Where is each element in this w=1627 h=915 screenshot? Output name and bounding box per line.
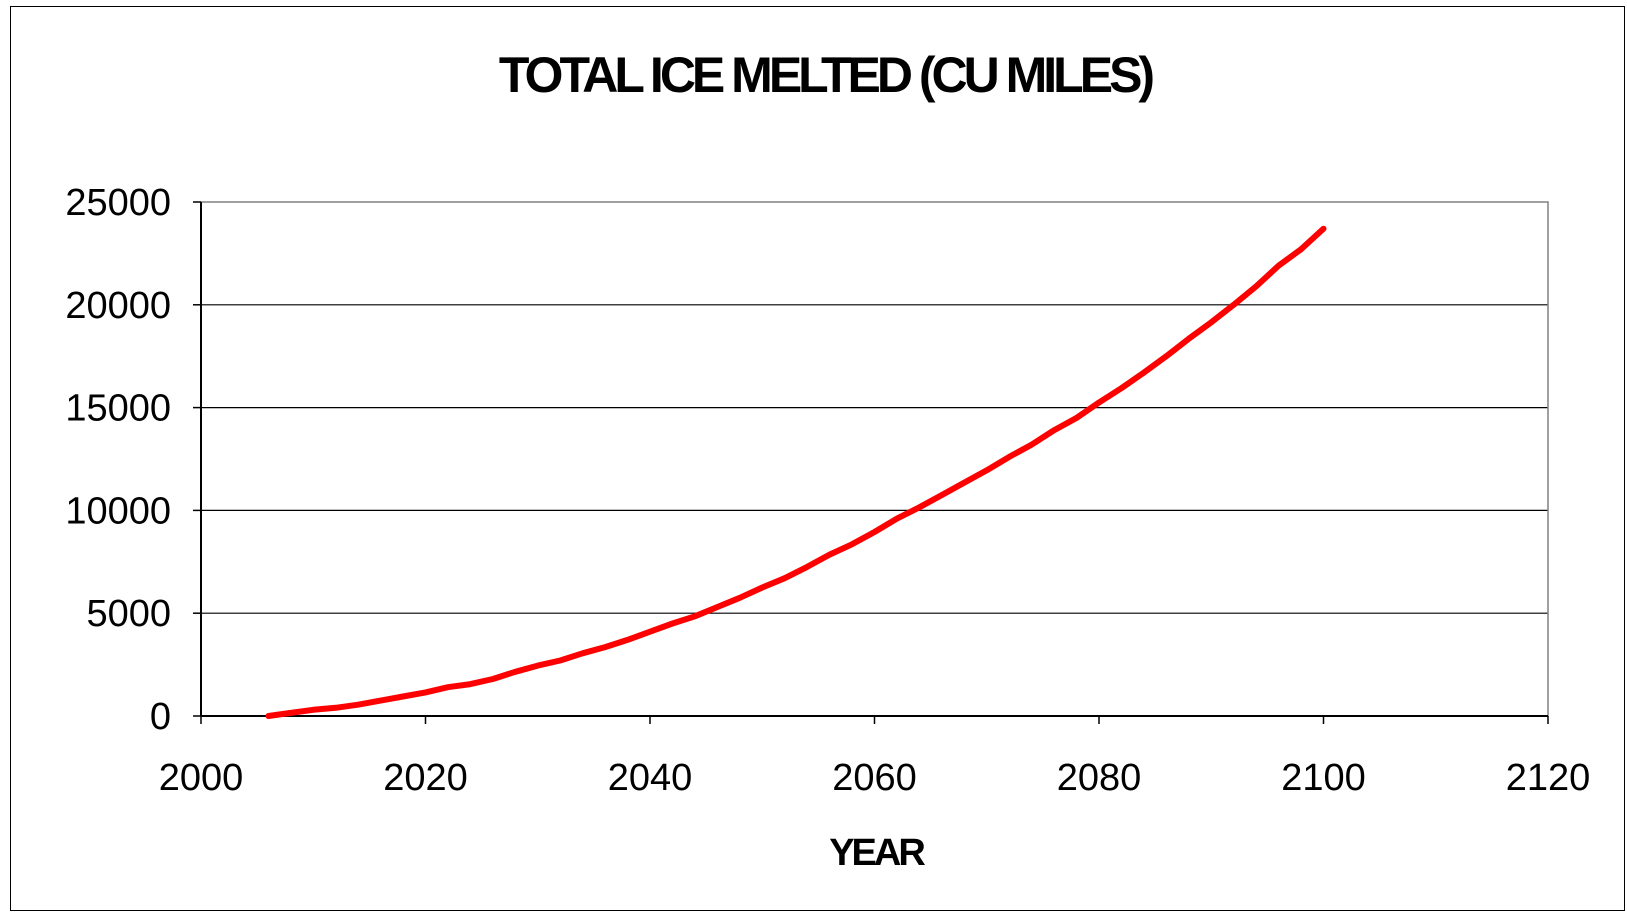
y-tick-label-5000: 5000 (86, 593, 171, 635)
axes (193, 201, 1549, 724)
x-tick-label-2040: 2040 (608, 757, 693, 799)
chart-frame (10, 6, 1625, 911)
x-tick-label-2060: 2060 (832, 757, 917, 799)
x-tick-label-2100: 2100 (1281, 757, 1366, 799)
series-layer (265, 225, 1327, 719)
x-tick-label-2080: 2080 (1057, 757, 1142, 799)
x-axis-label: YEAR (829, 832, 925, 874)
y-tick-label-20000: 20000 (65, 285, 171, 327)
chart-title: TOTAL ICE MELTED (CU MILES) (499, 47, 1154, 103)
x-tick-label-2000: 2000 (159, 757, 244, 799)
y-tick-label-0: 0 (150, 696, 171, 738)
plot-area (200, 201, 1549, 717)
x-tick-label-2020: 2020 (383, 757, 468, 799)
tick-labels: 0 5000 10000 15000 20000 25000 2000 2020 2040 206… (65, 182, 1590, 799)
x-tick-label-2120: 2120 (1506, 757, 1591, 799)
grid-lines (201, 304, 1548, 614)
series-line-0 (265, 225, 1327, 719)
y-tick-label-10000: 10000 (65, 490, 171, 532)
y-tick-label-15000: 15000 (65, 388, 171, 430)
y-tick-label-25000: 25000 (65, 182, 171, 224)
